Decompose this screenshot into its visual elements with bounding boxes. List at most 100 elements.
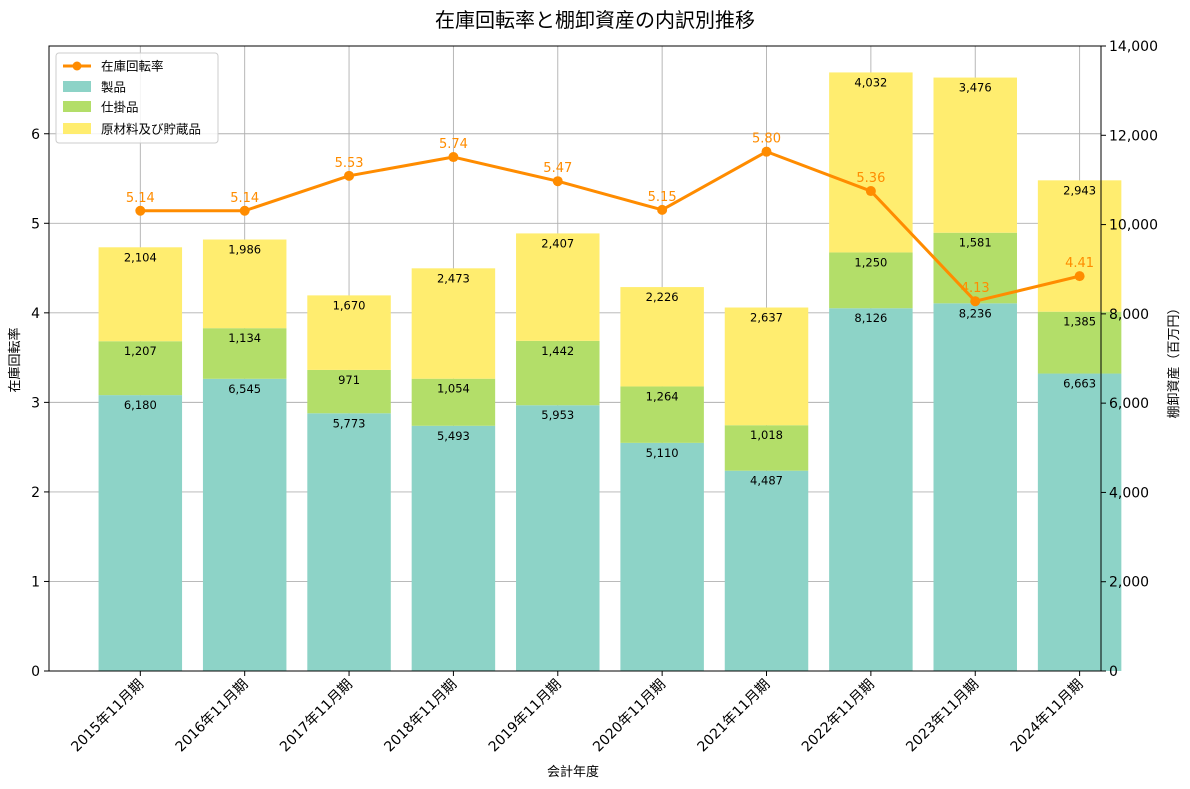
y-left-tick-label: 2 [31,485,40,501]
plot-frame [48,45,1102,672]
bar-1-2 [202,378,287,671]
bar-3-8 [829,72,913,253]
turnover-point-7 [761,146,772,157]
turnover-point-3 [344,170,355,181]
bar-1-5 [516,405,600,671]
bar-label-3-2: 1,986 [228,243,261,257]
turnover-label-9: 4.13 [961,281,990,296]
bar-label-3-5: 2,407 [541,236,574,250]
x-axis-title: 会計年度 [547,764,599,780]
bar-2-8 [829,252,913,309]
bar-1-6 [620,442,704,671]
bar-label-3-6: 2,226 [646,290,679,304]
turnover-label-10: 4.41 [1065,256,1094,271]
bar-3-2 [202,239,287,329]
bar-2-6 [620,386,704,443]
legend-swatch-2 [63,101,91,112]
y-left-tick-label: 4 [31,306,40,322]
bar-label-3-4: 2,473 [437,271,470,285]
legend-label-3: 原材料及び貯蔵品 [101,122,201,137]
turnover-label-6: 5.15 [648,190,677,205]
x-tick-label: 2019年11月期 [486,677,565,756]
bar-2-1 [98,341,183,396]
bar-2-7 [724,425,809,471]
bar-1-8 [829,308,913,671]
x-tick-label: 2016年11月期 [173,677,252,756]
bar-1-1 [98,395,183,671]
turnover-point-10 [1074,271,1085,282]
turnover-point-5 [552,176,563,187]
bar-3-3 [307,295,391,370]
bar-label-2-4: 1,054 [437,382,470,396]
bar-3-7 [724,307,809,426]
turnover-label-4: 5.74 [439,137,468,152]
bar-2-2 [202,328,287,379]
legend-line-marker [72,61,82,71]
bar-label-1-7: 4,487 [750,474,783,488]
bar-3-10 [1037,180,1122,312]
bar-3-6 [620,287,704,387]
bar-label-2-3: 971 [338,373,360,387]
y-right-tick-label: 14,000 [1109,39,1158,55]
turnover-point-4 [448,152,459,163]
bar-1-7 [724,470,809,671]
turnover-label-5: 5.47 [543,161,572,176]
y-right-tick-label: 6,000 [1109,396,1149,412]
bar-labels: 6,180 1,207 2,104 6,545 1,134 1,986 5,773 971 1,… [124,75,1096,487]
turnover-line: 5.14 5.14 5.53 5.74 5.47 5.15 5.80 5.36 4.13 4.41 [126,132,1094,307]
turnover-label-2: 5.14 [230,191,259,206]
bar-label-3-9: 3,476 [959,81,992,95]
bar-2-9 [933,232,1017,304]
x-tick-label: 2018年11月期 [381,677,460,756]
bar-label-1-2: 6,545 [228,382,261,396]
bar-label-1-9: 8,236 [959,306,992,320]
y-right-tick-label: 8,000 [1109,307,1149,323]
bar-3-9 [933,77,1017,233]
turnover-point-8 [865,186,876,197]
turnover-point-2 [239,205,250,216]
bar-label-2-8: 1,250 [854,255,887,269]
bar-label-2-6: 1,264 [646,389,679,403]
bar-label-1-5: 5,953 [541,408,574,422]
chart-title: 在庫回転率と棚卸資産の内訳別推移 [435,8,755,32]
bar-label-3-8: 4,032 [854,75,887,89]
y-right-tick-label: 10,000 [1109,218,1158,234]
y-right-tick-label: 4,000 [1109,485,1149,501]
legend-swatch-3 [63,123,91,134]
bar-1-3 [307,413,391,671]
bar-label-2-9: 1,581 [959,236,992,250]
bar-1-9 [933,303,1017,671]
bar-3-1 [98,247,183,342]
y-left-tick-label: 3 [31,395,40,411]
y-right-tick-label: 2,000 [1109,575,1149,591]
x-tick-label: 2022年11月期 [799,677,878,756]
y-axis-left-title: 在庫回転率 [7,327,23,392]
turnover-label-1: 5.14 [126,191,155,206]
y-right-tick-label: 12,000 [1109,128,1158,144]
bar-label-1-1: 6,180 [124,398,157,412]
bar-label-3-7: 2,637 [750,311,783,325]
turnover-label-7: 5.80 [752,132,781,147]
bar-label-2-1: 1,207 [124,344,157,358]
bar-3-4 [411,268,496,379]
bars [98,72,1122,671]
bar-1-4 [411,425,496,671]
bar-2-4 [411,378,496,426]
y-left-tick-label: 0 [31,664,40,680]
legend-label-2: 仕掛品 [101,100,139,115]
turnover-line-path [140,150,1080,303]
x-tick-label: 2024年11月期 [1008,677,1087,756]
bar-label-2-5: 1,442 [541,344,574,358]
bar-label-1-10: 6,663 [1063,377,1096,391]
turnover-label-8: 5.36 [856,171,885,186]
bar-label-1-3: 5,773 [333,416,366,430]
legend-label-turnover: 在庫回転率 [101,59,164,74]
y-right-tick-label: 0 [1109,664,1118,680]
x-tick-label: 2020年11月期 [590,677,669,756]
bar-label-3-1: 2,104 [124,250,157,264]
bar-2-3 [307,369,391,414]
legend-swatch-1 [63,81,91,92]
bar-label-1-6: 5,110 [646,446,679,460]
